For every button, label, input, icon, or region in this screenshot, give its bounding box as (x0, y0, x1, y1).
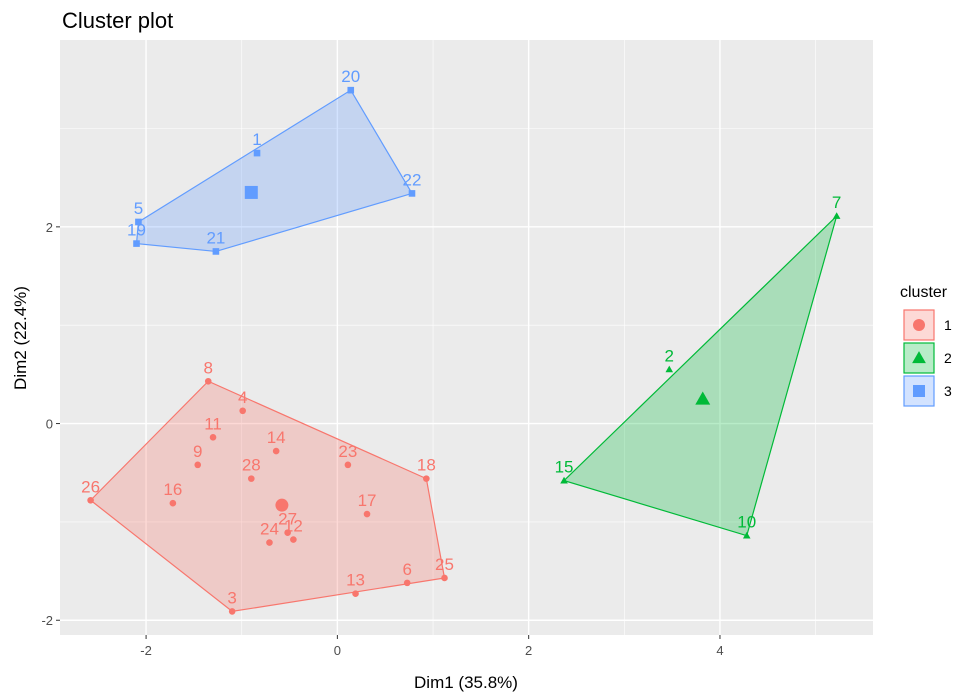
point-label: 26 (81, 477, 100, 496)
point-label: 24 (260, 520, 279, 539)
x-tick-label: 2 (525, 643, 532, 658)
point-label: 7 (832, 193, 841, 212)
x-axis-title: Dim1 (35.8%) (414, 673, 518, 692)
cluster-3-point (347, 86, 355, 94)
legend-label-2: 2 (944, 350, 952, 366)
legend-label-3: 3 (944, 383, 952, 399)
point-label: 19 (127, 221, 146, 240)
point-label: 6 (402, 560, 411, 579)
cluster-3-hull (135, 89, 413, 253)
cluster-1-point (87, 496, 94, 504)
cluster-1-point (194, 461, 202, 469)
x-tick-label: 0 (334, 643, 341, 658)
cluster-1-center (275, 498, 289, 512)
cluster-3-point (135, 218, 142, 226)
cluster-1-point (344, 461, 352, 469)
point-label: 2 (665, 346, 674, 365)
cluster-2-point (560, 476, 568, 484)
point-label: 9 (193, 442, 202, 461)
legend-symbol-1 (913, 319, 925, 331)
cluster-3-center (244, 185, 258, 199)
cluster-1-point (403, 579, 411, 587)
cluster-1-point (209, 434, 217, 441)
cluster-2-center (695, 391, 711, 405)
point-label: 25 (435, 555, 454, 574)
axis-ticks: -2 0 2 4-202 (41, 220, 723, 658)
legend-title: cluster (900, 284, 948, 301)
cluster-1-point (266, 539, 273, 546)
point-label: 16 (163, 480, 182, 499)
y-tick-label: 0 (46, 417, 53, 432)
point-label: 27 (278, 510, 297, 529)
point-label: 4 (238, 388, 247, 407)
point-label: 14 (267, 428, 286, 447)
y-tick-label: -2 (41, 613, 53, 628)
cluster-2-point (742, 531, 751, 539)
cluster-3-point (408, 190, 416, 197)
legend: cluster 1 2 3 (900, 284, 952, 407)
point-label: 8 (204, 358, 213, 377)
point-label: 11 (204, 414, 222, 433)
point-label: 13 (346, 571, 365, 590)
x-tick-label: 4 (716, 643, 723, 658)
cluster-1-point (247, 475, 255, 482)
point-label: 28 (242, 456, 261, 475)
cluster-3-point (253, 149, 261, 157)
point-label: 1 (252, 130, 261, 149)
data-points (87, 86, 841, 615)
point-label: 17 (358, 491, 377, 510)
grid-lines (60, 40, 873, 635)
point-label: 18 (417, 456, 436, 475)
point-label: 3 (227, 588, 236, 607)
cluster-1-point (228, 608, 236, 615)
cluster-3-point (133, 240, 140, 247)
legend-key-1 (903, 309, 935, 341)
cluster-2-point (665, 365, 674, 373)
cluster-1-hull (89, 380, 446, 613)
cluster-2-hull (562, 214, 838, 537)
chart-title: Cluster plot (62, 8, 173, 33)
cluster-hulls (89, 89, 838, 613)
legend-items: 1 2 3 (903, 309, 952, 407)
cluster-1-point (239, 407, 246, 415)
point-label: 20 (341, 67, 360, 86)
cluster-1-point (363, 510, 371, 518)
y-tick-label: 2 (46, 220, 53, 235)
cluster-1-point (204, 377, 212, 385)
cluster-1-point (423, 475, 430, 482)
plot-panel (60, 40, 873, 635)
cluster-1-point (284, 529, 291, 537)
cluster-1-point (272, 447, 280, 455)
point-label: 10 (737, 513, 756, 532)
legend-symbol-2 (912, 351, 926, 364)
legend-symbol-3 (913, 385, 925, 397)
point-label: 22 (403, 170, 422, 189)
point-label: 21 (206, 228, 225, 247)
legend-label-1: 1 (944, 317, 952, 333)
cluster-1-point (290, 536, 297, 543)
x-tick-label: -2 (140, 643, 152, 658)
cluster-3-point (212, 248, 220, 255)
cluster-2-point (832, 212, 841, 219)
cluster-1-point (441, 574, 448, 582)
cluster-1-point (169, 499, 177, 507)
cluster-1-point (352, 590, 359, 597)
point-label: 12 (284, 517, 303, 536)
y-axis-title: Dim2 (22.4%) (11, 286, 30, 390)
point-label: 23 (338, 442, 357, 461)
point-label: 5 (134, 199, 143, 218)
point-label: 15 (555, 458, 574, 477)
